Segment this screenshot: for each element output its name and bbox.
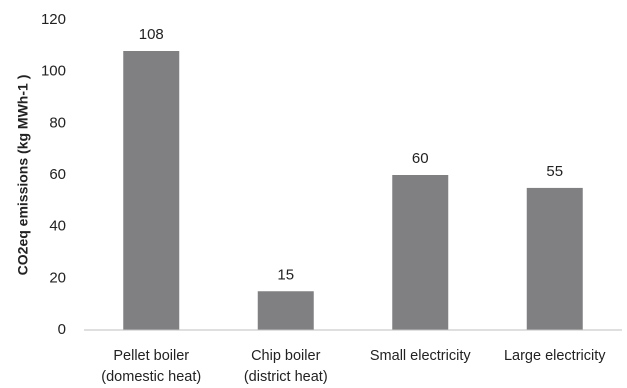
bars bbox=[123, 51, 583, 330]
x-tick-label: Small electricity bbox=[370, 348, 471, 364]
y-tick-label: 120 bbox=[41, 11, 66, 28]
x-tick-label: Large electricity bbox=[504, 348, 606, 364]
y-tick-label: 0 bbox=[58, 321, 66, 338]
y-tick-label: 100 bbox=[41, 63, 66, 80]
bar bbox=[257, 291, 314, 330]
category-labels: Pellet boiler (domestic heat) Chip boiler (… bbox=[101, 348, 606, 385]
x-tick-label: Pellet boiler bbox=[113, 348, 189, 364]
y-axis-title: CO2eq emissions (kg MWh-1 ) bbox=[15, 75, 31, 276]
data-label: 55 bbox=[546, 163, 563, 180]
y-tick-label: 20 bbox=[49, 269, 66, 286]
data-label: 15 bbox=[277, 266, 294, 283]
x-tick-label: (district heat) bbox=[244, 369, 328, 385]
x-tick-label: Chip boiler bbox=[251, 348, 320, 364]
y-tick-label: 60 bbox=[49, 166, 66, 183]
bar bbox=[526, 187, 583, 330]
data-label: 60 bbox=[412, 150, 429, 167]
y-axis-ticks: 0 20 40 60 80 100 120 bbox=[41, 11, 66, 338]
bar bbox=[392, 175, 449, 330]
bar bbox=[123, 51, 180, 330]
y-tick-label: 80 bbox=[49, 114, 66, 131]
x-tick-label: (domestic heat) bbox=[101, 369, 201, 385]
data-labels: 108 15 60 55 bbox=[139, 26, 563, 283]
y-tick-label: 40 bbox=[49, 218, 66, 235]
data-label: 108 bbox=[139, 26, 164, 43]
